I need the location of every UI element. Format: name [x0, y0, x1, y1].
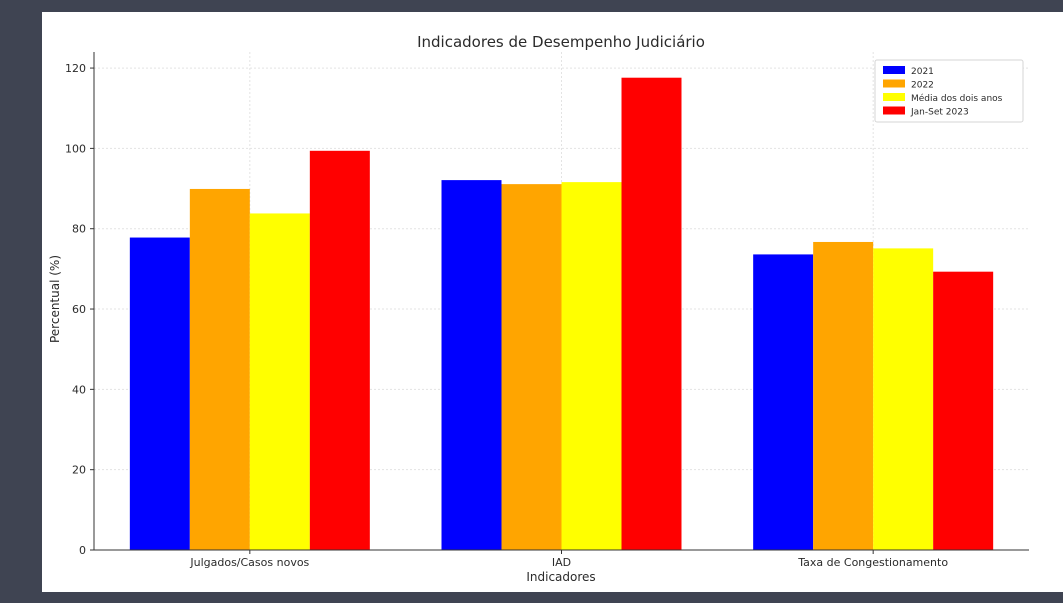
bar: [249, 213, 310, 551]
legend-label: Jan-Set 2023: [910, 108, 969, 118]
legend-swatch: [883, 79, 905, 88]
x-tick-label: Julgados/Casos novos: [189, 556, 309, 569]
y-tick-label: 20: [72, 464, 86, 477]
bar: [753, 254, 814, 550]
legend-swatch: [883, 93, 905, 101]
y-tick-label: 80: [72, 223, 86, 236]
bar: [561, 182, 622, 551]
bar-chart: Indicadores de Desempenho Judiciário 0 20…: [48, 33, 1029, 584]
x-tick-label: IAD: [552, 556, 571, 569]
bar: [621, 77, 682, 551]
legend: 2021 2022 Média dos dois anos Jan-Set 2023: [874, 59, 1024, 123]
x-axis-label: Indicadores: [526, 570, 595, 584]
y-axis-label: Percentual (%): [48, 255, 62, 343]
y-tick-label: 100: [65, 142, 86, 155]
legend-label: Média dos dois anos: [911, 93, 1003, 104]
y-axis-ticks: 0 20 40 60 80 100 120: [65, 62, 94, 557]
y-tick-label: 120: [65, 62, 86, 75]
chart-frame: Indicadores de Desempenho Judiciário 0 20…: [42, 12, 1063, 592]
x-axis-ticks: Julgados/Casos novos IAD Taxa de Congestio…: [189, 550, 948, 569]
y-tick-label: 40: [72, 383, 86, 396]
bars: [129, 77, 994, 551]
legend-label: 2022: [911, 81, 934, 91]
bar: [501, 184, 562, 550]
bar: [933, 271, 994, 550]
legend-label: 2021: [911, 67, 934, 77]
y-tick-label: 0: [79, 544, 86, 557]
bar: [309, 150, 370, 551]
bar: [441, 180, 502, 551]
y-tick-label: 60: [72, 303, 86, 316]
legend-swatch: [883, 66, 905, 74]
x-tick-label: Taxa de Congestionamento: [797, 556, 948, 569]
legend-swatch: [883, 106, 905, 115]
legend-box: [874, 59, 1024, 123]
bar: [873, 248, 934, 550]
bar: [129, 237, 190, 550]
bar: [813, 241, 874, 551]
bar: [189, 188, 250, 550]
chart-title: Indicadores de Desempenho Judiciário: [417, 33, 705, 51]
